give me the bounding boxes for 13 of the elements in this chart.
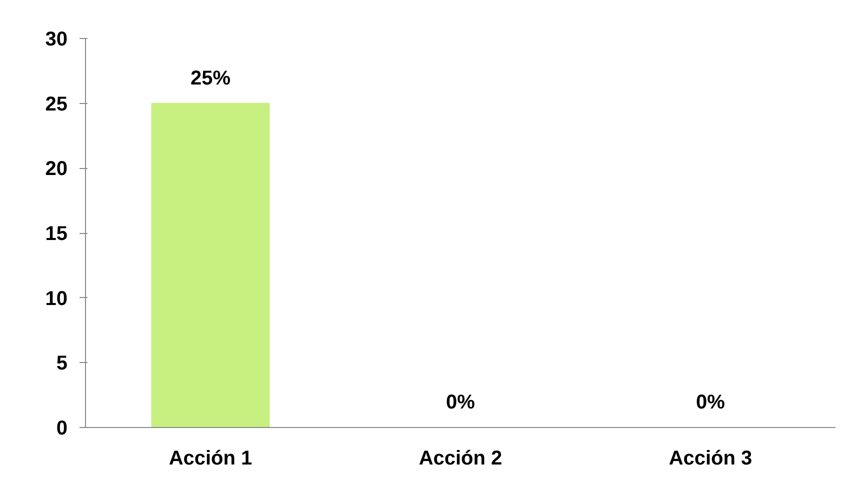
data-label: 0% — [446, 392, 476, 414]
data-label: 0% — [696, 392, 726, 414]
data-label: 25% — [190, 67, 231, 90]
y-tick-label: 0 — [56, 418, 68, 440]
x-tick-label: Acción 1 — [168, 448, 252, 470]
y-tick-label: 20 — [45, 158, 68, 180]
y-tick-label: 10 — [45, 288, 68, 310]
y-tick-label: 30 — [45, 28, 68, 50]
y-tick-label: 15 — [45, 223, 68, 245]
x-tick-label: Acción 2 — [418, 448, 502, 470]
x-tick-label: Acción 3 — [668, 448, 752, 470]
y-tick-label: 25 — [45, 93, 68, 116]
y-tick-label: 5 — [56, 352, 68, 375]
